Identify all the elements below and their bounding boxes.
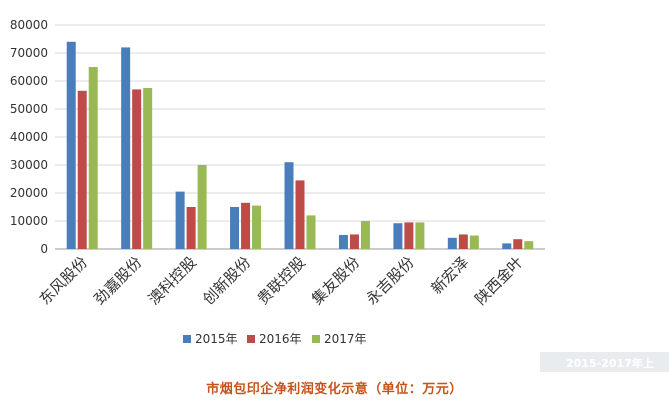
x-category-label: 贵联控股 [254,253,309,308]
x-category-label: 新宏泽 [428,253,473,298]
y-tick-label: 30000 [10,158,48,172]
x-category-label: 东风股份 [36,253,91,308]
bar [252,205,262,249]
chart-area: 0 10000 20000 30000 40000 50000 60000 70000 8000… [10,18,669,372]
x-category-label: 永吉股份 [363,253,418,308]
bar [77,90,87,249]
bar [404,222,414,249]
legend-label: 2017年 [324,332,367,346]
bar [393,223,403,249]
bar [121,47,131,250]
x-category-label: 集友股份 [308,253,363,308]
x-axis-labels: 东风股份 劲嘉股份 澳科控股 创新股份 贵联控股 集友股份 永吉股份 新宏泽 陕西金叶 [36,253,527,308]
bar [295,180,305,249]
watermark-background [540,352,669,372]
y-tick-label: 0 [40,242,48,256]
bar [338,235,348,249]
bar [175,191,185,249]
bar [143,88,153,249]
bar [132,89,142,250]
y-tick-label: 20000 [10,186,48,200]
legend-swatch [183,335,191,343]
x-category-label: 澳科控股 [145,253,200,308]
x-category-label: 创新股份 [199,253,254,308]
bar [360,221,370,249]
bar [349,234,359,249]
bar [66,41,76,249]
y-tick-label: 40000 [10,130,48,144]
y-axis-ticks: 0 10000 20000 30000 40000 50000 60000 70000 8000… [10,18,48,256]
bar [415,222,425,249]
legend-swatch [312,335,320,343]
bar-chart: 0 10000 20000 30000 40000 50000 60000 70000 8000… [10,18,669,372]
bar [469,235,479,249]
chart-caption: 市烟包印企净利润变化示意（单位：万元） [206,382,463,397]
bar [241,202,251,249]
y-tick-label: 50000 [10,102,48,116]
watermark-area: 2015-2017年上 [540,352,669,372]
y-tick-label: 10000 [10,214,48,228]
legend: 2015年 2016年 2017年 [183,332,367,346]
bar [524,241,534,249]
bar [197,165,207,249]
bars [66,41,534,250]
bar [513,239,523,249]
bar [186,207,196,249]
y-tick-label: 80000 [10,18,48,32]
bar [502,243,512,249]
y-tick-label: 70000 [10,46,48,60]
bar [230,207,240,249]
watermark-text: 2015-2017年上 [566,356,654,370]
legend-swatch [247,335,255,343]
bar [306,215,316,249]
y-tick-label: 60000 [10,74,48,88]
x-category-label: 劲嘉股份 [90,253,145,308]
bar [284,162,294,249]
legend-label: 2016年 [259,332,302,346]
x-category-label: 陕西金叶 [471,253,526,308]
legend-label: 2015年 [195,332,238,346]
bar [447,237,457,249]
bar [458,234,468,249]
bar [88,67,98,249]
